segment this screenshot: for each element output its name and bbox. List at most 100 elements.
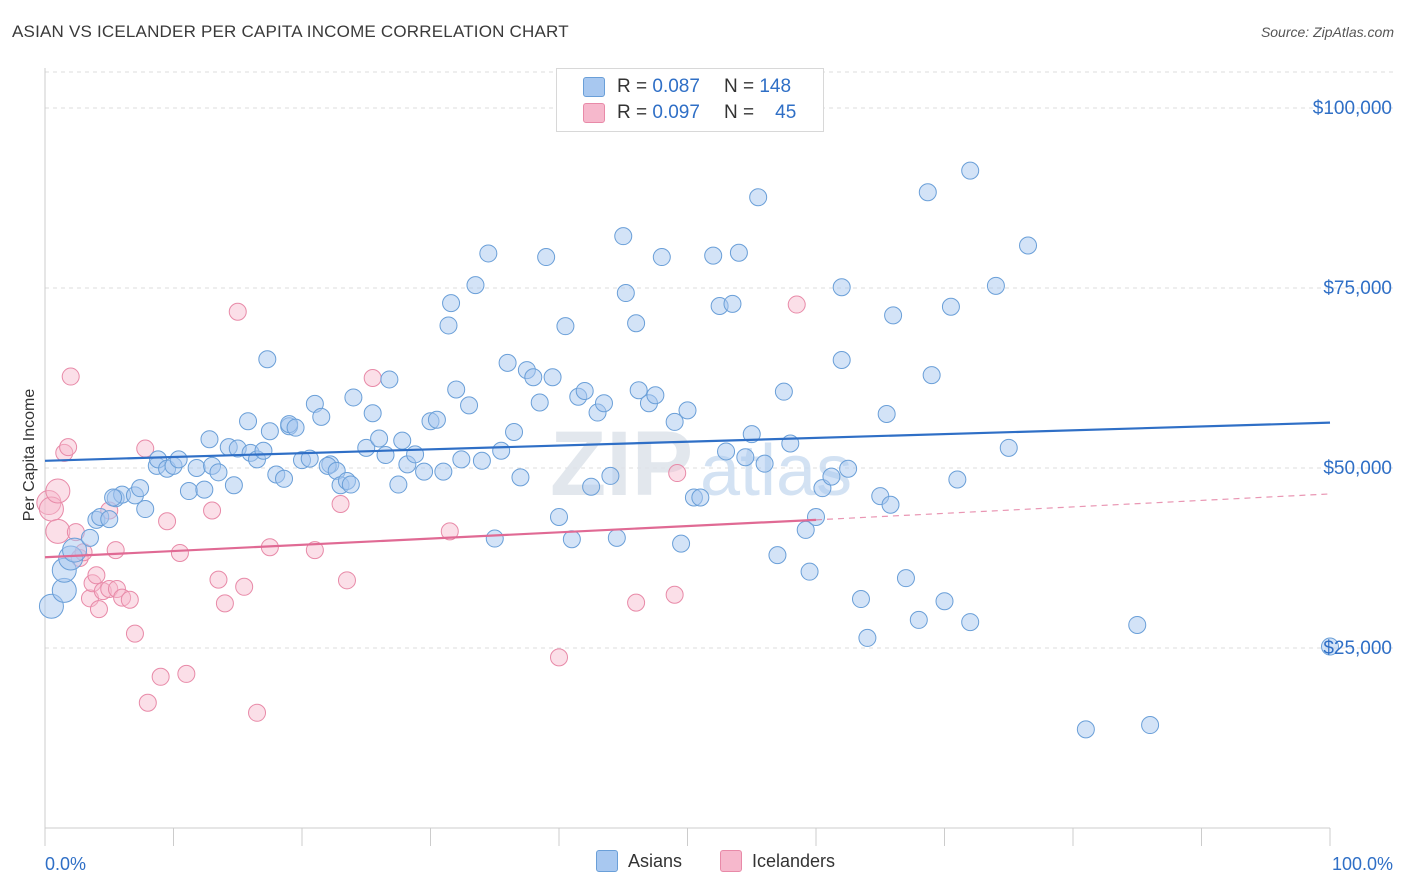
asian-point	[646, 386, 665, 405]
asian-point	[524, 368, 543, 387]
legend-item-icelanders[interactable]: Icelanders	[720, 850, 835, 872]
asian-point	[492, 441, 511, 460]
trend-lines	[44, 421, 1331, 559]
asian-point	[131, 479, 150, 498]
icelander-point	[170, 543, 189, 562]
icelanders-points	[36, 295, 806, 722]
y-tick-label: $75,000	[1323, 278, 1392, 299]
icelander-point	[138, 693, 157, 712]
y-tick-label: $50,000	[1323, 458, 1392, 479]
asian-point	[704, 246, 723, 265]
asian-point	[742, 425, 761, 444]
icelander-point	[45, 518, 71, 544]
chart-title: ASIAN VS ICELANDER PER CAPITA INCOME COR…	[12, 22, 569, 41]
asian-point	[691, 488, 710, 507]
asian-point	[717, 442, 736, 461]
asian-point	[807, 507, 825, 526]
asian-point	[755, 454, 774, 473]
asian-point	[614, 227, 633, 246]
x-tick-labels: 0.0% 100.0%	[45, 854, 1393, 874]
asian-point	[800, 562, 819, 581]
icelander-point	[331, 495, 350, 513]
icelander-point	[203, 501, 222, 520]
asian-point	[1076, 720, 1095, 739]
axes	[44, 68, 1331, 846]
asian-point	[922, 366, 941, 385]
asians-swatch	[596, 850, 618, 872]
asian-point	[254, 441, 273, 460]
asian-point	[239, 412, 258, 431]
asian-point	[877, 405, 896, 423]
y-tick-labels: $25,000 $50,000 $75,000 $100,000	[1313, 98, 1392, 659]
asian-point	[442, 294, 461, 313]
asian-point	[961, 613, 980, 632]
asian-point	[472, 451, 491, 470]
asian-point	[774, 382, 793, 401]
asian-point	[935, 592, 954, 611]
asians-swatch	[583, 77, 605, 97]
asian-point	[822, 467, 841, 486]
asian-point	[100, 510, 119, 529]
asian-point	[479, 244, 498, 263]
asian-point	[550, 507, 568, 526]
asian-point	[389, 475, 408, 494]
asian-point	[768, 546, 787, 565]
icelander-point	[125, 624, 144, 643]
asian-point	[169, 450, 188, 469]
icelanders-swatch	[583, 103, 605, 123]
grid-lines	[45, 71, 1395, 649]
asian-point	[460, 396, 479, 415]
n-value: 45	[775, 102, 797, 123]
asian-point	[999, 438, 1018, 457]
icelander-point	[87, 566, 106, 585]
asian-point	[909, 610, 928, 629]
asian-point	[594, 394, 613, 413]
asian-point	[582, 477, 601, 496]
icelander-point	[305, 541, 324, 560]
asian-point	[851, 590, 870, 609]
asian-point	[439, 316, 458, 335]
asian-point	[1128, 615, 1147, 634]
icelanders-swatch	[720, 850, 742, 872]
asian-point	[652, 248, 671, 267]
icelander-point	[668, 464, 687, 483]
asian-point	[896, 569, 915, 588]
asian-point	[729, 243, 748, 262]
asian-point	[948, 470, 967, 489]
n-label: N =	[723, 76, 755, 97]
icelander-point	[158, 512, 177, 531]
asian-point	[511, 468, 530, 487]
icelanders-trend-line	[44, 518, 817, 559]
asian-point	[881, 495, 900, 514]
asians-points	[38, 161, 1339, 739]
icelander-point	[177, 664, 196, 683]
icelander-point	[665, 585, 684, 604]
asian-point	[832, 351, 851, 369]
watermark-zip: ZIP	[550, 413, 693, 515]
asian-point	[672, 534, 691, 553]
asian-point	[858, 628, 877, 647]
icelander-point	[627, 593, 646, 612]
x-tick-label: 100.0%	[1332, 854, 1393, 874]
y-tick-label: $100,000	[1313, 98, 1392, 119]
asian-point	[80, 528, 99, 547]
asian-point	[344, 388, 363, 407]
asian-point	[434, 462, 453, 481]
asian-point	[380, 370, 399, 389]
asian-point	[195, 480, 214, 499]
icelander-point	[93, 582, 112, 601]
series-legend: Asians Icelanders	[0, 850, 1406, 878]
asian-point	[918, 183, 937, 202]
asian-point	[678, 401, 697, 420]
asian-point	[543, 368, 562, 387]
asian-point	[665, 412, 684, 431]
asian-point	[601, 466, 620, 485]
icelander-point	[151, 667, 170, 686]
asian-point	[224, 476, 243, 495]
asian-point	[179, 482, 198, 501]
y-tick-label: $25,000	[1323, 638, 1392, 659]
asian-point	[1141, 716, 1160, 735]
asian-point	[1019, 236, 1038, 255]
legend-item-asians[interactable]: Asians	[596, 850, 682, 872]
